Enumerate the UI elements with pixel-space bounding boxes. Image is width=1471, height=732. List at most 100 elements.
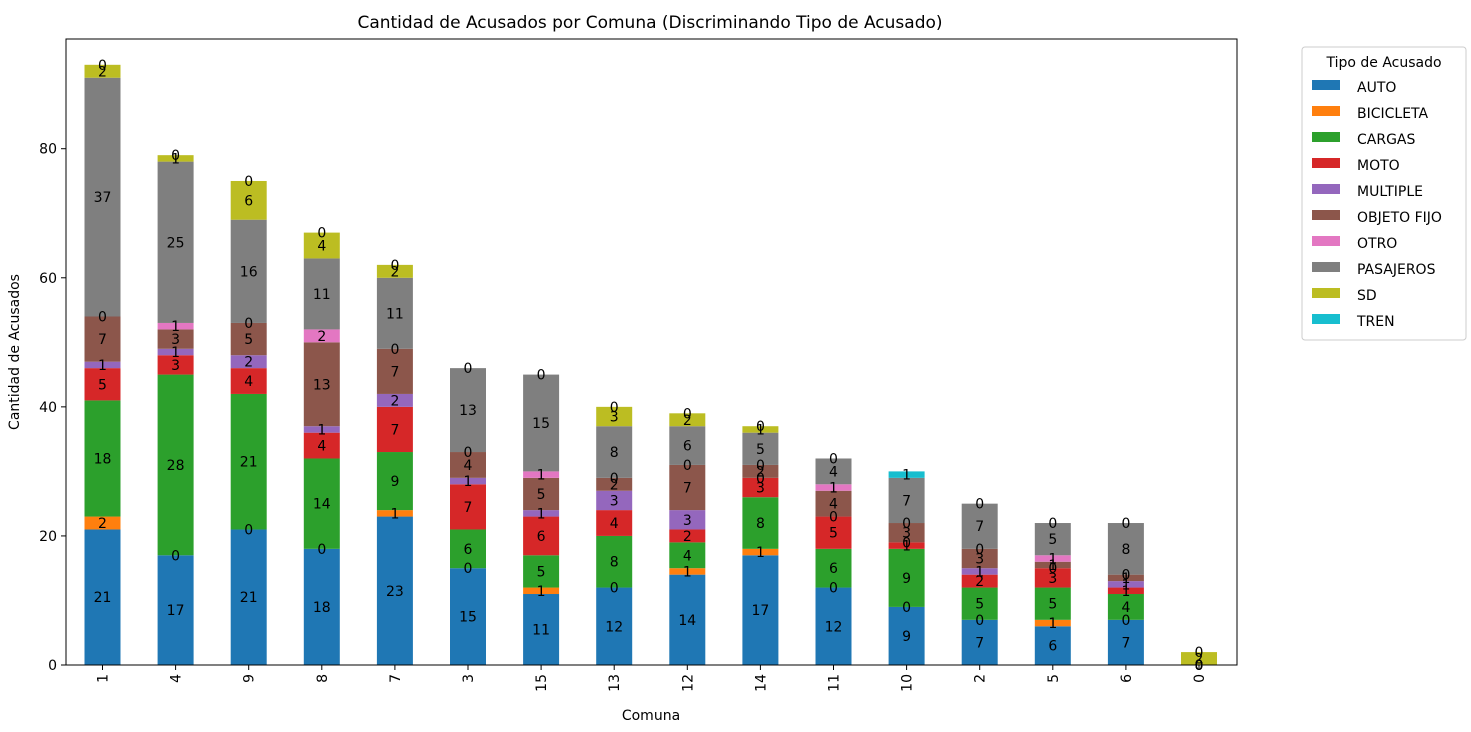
legend: Tipo de Acusado AUTO BICICLETA CARGAS MOTO M… xyxy=(1301,46,1467,341)
bar-label-cargas-comuna-15: 5 xyxy=(537,564,546,580)
bar-moto-comuna-15 xyxy=(523,516,560,556)
x-tick-label: 15 xyxy=(534,674,550,692)
bar-auto-comuna-4 xyxy=(157,555,194,665)
bar-label-multiple-comuna-10: 0 xyxy=(902,535,911,551)
bar-label-multiple-comuna-14: 0 xyxy=(756,471,765,487)
bar-auto-comuna-7 xyxy=(376,516,413,665)
bar-label-tren-comuna-11: 0 xyxy=(829,451,838,467)
bar-multiple-comuna-15 xyxy=(523,510,560,517)
bar-label-auto-comuna-1: 21 xyxy=(94,590,112,606)
bar-label-bicicleta-comuna-3: 0 xyxy=(464,561,473,577)
bar-pasajeros-comuna-12 xyxy=(669,426,706,465)
bar-moto-comuna-7 xyxy=(376,406,413,453)
bar-cargas-comuna-3 xyxy=(450,529,486,569)
bar-label-moto-comuna-7: 7 xyxy=(390,422,399,438)
bar-label-auto-comuna-9: 21 xyxy=(240,590,258,606)
bar-label-sd-comuna-1: 2 xyxy=(98,64,107,80)
bar-label-multiple-comuna-7: 2 xyxy=(390,393,399,409)
bar-label-multiple-comuna-9: 2 xyxy=(244,355,253,371)
bar-pasajeros-comuna-15 xyxy=(523,374,560,472)
bar-label-pasajeros-comuna-10: 7 xyxy=(902,493,911,509)
bar-multiple-comuna-4 xyxy=(157,348,194,356)
bar-label-moto-comuna-2: 2 xyxy=(975,574,984,590)
bar-label-pasajeros-comuna-13: 8 xyxy=(610,445,619,461)
bar-label-multiple-comuna-6: 1 xyxy=(1121,577,1130,593)
bar-objeto-fijo-comuna-6 xyxy=(1107,574,1144,582)
legend-items: AUTO BICICLETA CARGAS MOTO MULTIPLE OBJETO FI… xyxy=(1312,80,1442,330)
bar-label-cargas-comuna-8: 14 xyxy=(313,497,331,513)
bar-multiple-comuna-6 xyxy=(1107,581,1144,588)
bar-label-moto-comuna-6: 1 xyxy=(1121,584,1130,600)
bar-label-sd-comuna-13: 3 xyxy=(610,410,619,426)
bar-label-otro-comuna-3: 0 xyxy=(464,445,473,461)
bar-label-otro-comuna-4: 1 xyxy=(171,319,180,335)
bar-label-objeto-fijo-comuna-7: 7 xyxy=(390,364,399,380)
bar-bicicleta-comuna-7 xyxy=(376,510,413,517)
bar-moto-comuna-4 xyxy=(157,355,194,375)
x-tick-label: 8 xyxy=(315,674,331,683)
bar-label-sd-comuna-8: 4 xyxy=(317,239,326,255)
legend-swatch-bicicleta xyxy=(1312,106,1340,116)
bar-label-otro-comuna-14: 0 xyxy=(756,458,765,474)
bar-label-otro-comuna-1: 0 xyxy=(98,310,107,326)
bar-objeto-fijo-comuna-8 xyxy=(303,342,340,427)
plot-frame xyxy=(65,38,1238,666)
bar-multiple-comuna-8 xyxy=(303,426,340,433)
bar-cargas-comuna-6 xyxy=(1107,594,1144,620)
bar-label-moto-comuna-13: 4 xyxy=(610,516,619,532)
bar-auto-comuna-1 xyxy=(84,529,121,665)
bar-label-cargas-comuna-5: 5 xyxy=(1048,597,1057,613)
legend-swatch-multiple xyxy=(1312,184,1340,194)
bar-label-auto-comuna-13: 12 xyxy=(605,619,623,635)
bar-bicicleta-comuna-14 xyxy=(742,548,779,556)
bar-auto-comuna-13 xyxy=(596,587,633,665)
legend-label-pasajeros: PASAJEROS xyxy=(1357,262,1436,278)
x-tick-label: 11 xyxy=(827,674,843,692)
bar-label-cargas-comuna-14: 8 xyxy=(756,516,765,532)
bar-label-objeto-fijo-comuna-1: 7 xyxy=(98,332,107,348)
legend-swatch-cargas xyxy=(1312,132,1340,142)
bar-label-objeto-fijo-comuna-14: 2 xyxy=(756,464,765,480)
bar-label-moto-comuna-3: 7 xyxy=(464,500,473,516)
bar-label-cargas-comuna-9: 21 xyxy=(240,455,258,471)
bar-moto-comuna-2 xyxy=(961,574,998,588)
bar-moto-comuna-6 xyxy=(1107,587,1144,595)
bar-objeto-fijo-comuna-13 xyxy=(596,477,633,491)
bar-cargas-comuna-15 xyxy=(523,555,560,588)
bar-label-auto-comuna-6: 7 xyxy=(1121,635,1130,651)
bar-label-auto-comuna-2: 7 xyxy=(975,635,984,651)
bar-label-objeto-fijo-comuna-10: 3 xyxy=(902,526,911,542)
bar-objeto-fijo-comuna-9 xyxy=(230,322,267,356)
y-tick-label: 0 xyxy=(48,658,57,674)
bar-label-moto-comuna-11: 5 xyxy=(829,526,838,542)
x-tick-label: 9 xyxy=(242,674,258,683)
bar-pasajeros-comuna-1 xyxy=(84,77,121,317)
bar-auto-comuna-5 xyxy=(1034,626,1071,665)
x-axis-label: Comuna xyxy=(622,708,680,724)
bar-label-bicicleta-comuna-1: 2 xyxy=(98,516,107,532)
bar-objeto-fijo-comuna-1 xyxy=(84,316,121,362)
bar-label-objeto-fijo-comuna-9: 5 xyxy=(244,332,253,348)
legend-swatch-auto xyxy=(1312,80,1340,90)
bar-label-cargas-comuna-7: 9 xyxy=(390,474,399,490)
bar-multiple-comuna-7 xyxy=(376,393,413,407)
bar-objeto-fijo-comuna-7 xyxy=(376,348,413,394)
bar-sd-comuna-1 xyxy=(84,64,121,78)
bar-label-tren-comuna-4: 0 xyxy=(171,148,180,164)
bar-multiple-comuna-12 xyxy=(669,510,706,530)
chart-title: Cantidad de Acusados por Comuna (Discrim… xyxy=(357,13,942,33)
bar-label-cargas-comuna-10: 9 xyxy=(902,571,911,587)
bar-label-tren-comuna-10: 1 xyxy=(902,468,911,484)
x-tick-label: 3 xyxy=(461,674,477,683)
bar-label-bicicleta-comuna-9: 0 xyxy=(244,522,253,538)
bar-label-multiple-comuna-1: 1 xyxy=(98,358,107,374)
bar-label-bicicleta-comuna-7: 1 xyxy=(390,506,399,522)
bar-cargas-comuna-8 xyxy=(303,458,340,549)
bar-label-cargas-comuna-6: 4 xyxy=(1121,600,1130,616)
x-tick-label: 10 xyxy=(900,674,916,692)
bar-label-pasajeros-comuna-9: 16 xyxy=(240,264,258,280)
bar-label-tren-comuna-8: 0 xyxy=(317,226,326,242)
bars-layer xyxy=(84,64,1217,665)
x-tick-label: 13 xyxy=(607,674,623,692)
bar-label-bicicleta-comuna-10: 0 xyxy=(902,600,911,616)
